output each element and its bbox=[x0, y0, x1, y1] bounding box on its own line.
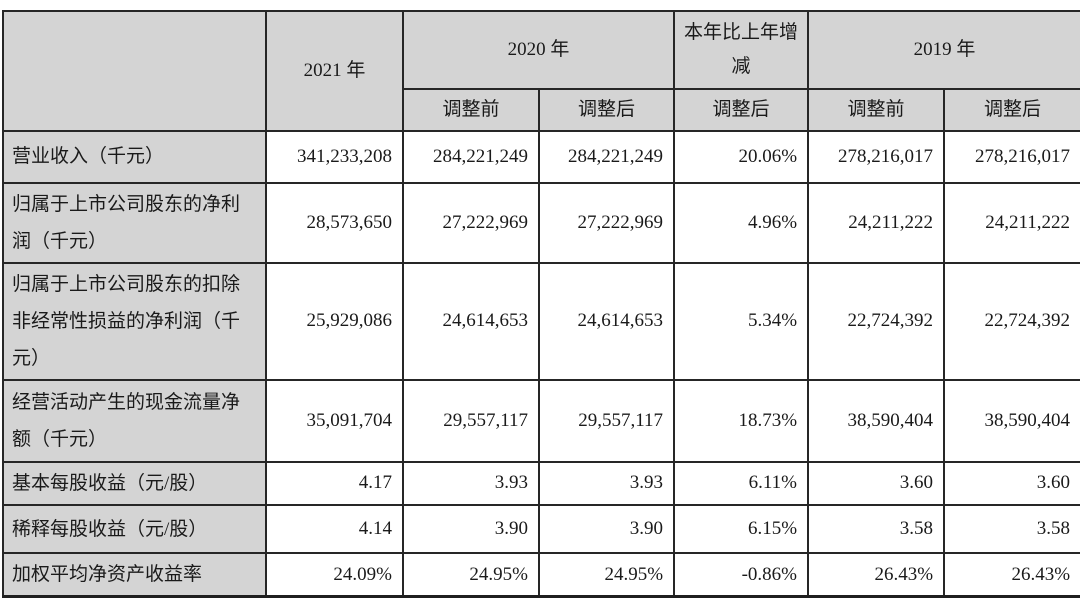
cell-2019-before: 3.58 bbox=[807, 504, 946, 555]
cell-2019-after: 22,724,392 bbox=[943, 262, 1080, 382]
cell-change: 5.34% bbox=[673, 262, 810, 382]
header-2019-after-adjustment: 调整后 bbox=[943, 88, 1080, 132]
cell-change: -0.86% bbox=[673, 552, 810, 598]
cell-2020-after: 24,614,653 bbox=[537, 262, 676, 382]
cell-2020-before: 3.90 bbox=[402, 504, 540, 555]
table-row-diluted-eps: 稀释每股收益（元/股） 4.14 3.90 3.90 6.15% 3.58 3.… bbox=[2, 504, 1080, 555]
financial-summary-table: 2021 年 2020 年 本年比上年增减 2019 年 调整前 调整后 调整后… bbox=[2, 10, 1080, 598]
cell-2019-after: 3.58 bbox=[943, 504, 1080, 555]
cell-2020-after: 27,222,969 bbox=[537, 181, 676, 265]
cell-2021: 35,091,704 bbox=[265, 379, 404, 464]
cell-change: 20.06% bbox=[673, 130, 810, 184]
cell-2019-before: 38,590,404 bbox=[807, 379, 946, 464]
header-change-vs-prior-year: 本年比上年增减 bbox=[673, 10, 810, 90]
cell-2019-after: 24,211,222 bbox=[943, 181, 1080, 265]
cell-change: 4.96% bbox=[673, 181, 810, 265]
header-year-2021: 2021 年 bbox=[265, 10, 404, 132]
cell-2020-after: 24.95% bbox=[537, 552, 676, 598]
cell-2020-before: 24.95% bbox=[402, 552, 540, 598]
cell-change: 6.11% bbox=[673, 461, 810, 507]
cell-change: 6.15% bbox=[673, 504, 810, 555]
row-label: 归属于上市公司股东的净利润（千元） bbox=[2, 181, 267, 265]
cell-2020-after: 29,557,117 bbox=[537, 379, 676, 464]
row-label: 归属于上市公司股东的扣除非经常性损益的净利润（千元） bbox=[2, 262, 267, 382]
cell-2020-after: 3.93 bbox=[537, 461, 676, 507]
row-label: 基本每股收益（元/股） bbox=[2, 461, 267, 507]
header-year-2019: 2019 年 bbox=[807, 10, 1080, 90]
financial-summary-section: 2021 年 2020 年 本年比上年增减 2019 年 调整前 调整后 调整后… bbox=[2, 10, 1080, 598]
cell-2020-before: 284,221,249 bbox=[402, 130, 540, 184]
table-row-operating-revenue: 营业收入（千元） 341,233,208 284,221,249 284,221… bbox=[2, 130, 1080, 184]
cell-2020-before: 24,614,653 bbox=[402, 262, 540, 382]
header-2020-before-adjustment: 调整前 bbox=[402, 88, 540, 132]
cell-2021: 4.14 bbox=[265, 504, 404, 555]
cell-2021: 24.09% bbox=[265, 552, 404, 598]
cell-2020-after: 284,221,249 bbox=[537, 130, 676, 184]
cell-2020-after: 3.90 bbox=[537, 504, 676, 555]
cell-2019-after: 26.43% bbox=[943, 552, 1080, 598]
cell-2019-before: 3.60 bbox=[807, 461, 946, 507]
table-row-net-profit-excl-nonrecurring: 归属于上市公司股东的扣除非经常性损益的净利润（千元） 25,929,086 24… bbox=[2, 262, 1080, 382]
header-2020-after-adjustment: 调整后 bbox=[537, 88, 676, 132]
cell-2019-before: 22,724,392 bbox=[807, 262, 946, 382]
cell-2019-before: 24,211,222 bbox=[807, 181, 946, 265]
header-change-after-adjustment: 调整后 bbox=[673, 88, 810, 132]
cell-2020-before: 3.93 bbox=[402, 461, 540, 507]
cell-2021: 25,929,086 bbox=[265, 262, 404, 382]
table-row-basic-eps: 基本每股收益（元/股） 4.17 3.93 3.93 6.11% 3.60 3.… bbox=[2, 461, 1080, 507]
cell-2019-after: 278,216,017 bbox=[943, 130, 1080, 184]
header-2019-before-adjustment: 调整前 bbox=[807, 88, 946, 132]
header-row-years: 2021 年 2020 年 本年比上年增减 2019 年 bbox=[2, 10, 1080, 132]
cell-2021: 341,233,208 bbox=[265, 130, 404, 184]
row-label: 经营活动产生的现金流量净额（千元） bbox=[2, 379, 267, 464]
cell-2021: 28,573,650 bbox=[265, 181, 404, 265]
table-row-net-profit-attributable: 归属于上市公司股东的净利润（千元） 28,573,650 27,222,969 … bbox=[2, 181, 1080, 265]
cell-2020-before: 29,557,117 bbox=[402, 379, 540, 464]
cell-2019-before: 26.43% bbox=[807, 552, 946, 598]
row-label: 稀释每股收益（元/股） bbox=[2, 504, 267, 555]
cell-2020-before: 27,222,969 bbox=[402, 181, 540, 265]
table-row-weighted-avg-roe: 加权平均净资产收益率 24.09% 24.95% 24.95% -0.86% 2… bbox=[2, 552, 1080, 598]
cell-change: 18.73% bbox=[673, 379, 810, 464]
cell-2019-before: 278,216,017 bbox=[807, 130, 946, 184]
header-year-2020: 2020 年 bbox=[401, 10, 676, 90]
row-label: 加权平均净资产收益率 bbox=[2, 552, 267, 598]
cell-2021: 4.17 bbox=[265, 461, 404, 507]
header-row-adjustment: 调整前 调整后 调整后 调整前 调整后 bbox=[3, 88, 1080, 132]
cell-2019-after: 3.60 bbox=[943, 461, 1080, 507]
table-row-operating-cash-flow: 经营活动产生的现金流量净额（千元） 35,091,704 29,557,117 … bbox=[2, 379, 1080, 464]
cell-2019-after: 38,590,404 bbox=[943, 379, 1080, 464]
row-label: 营业收入（千元） bbox=[2, 130, 267, 184]
header-empty-corner bbox=[2, 10, 267, 132]
